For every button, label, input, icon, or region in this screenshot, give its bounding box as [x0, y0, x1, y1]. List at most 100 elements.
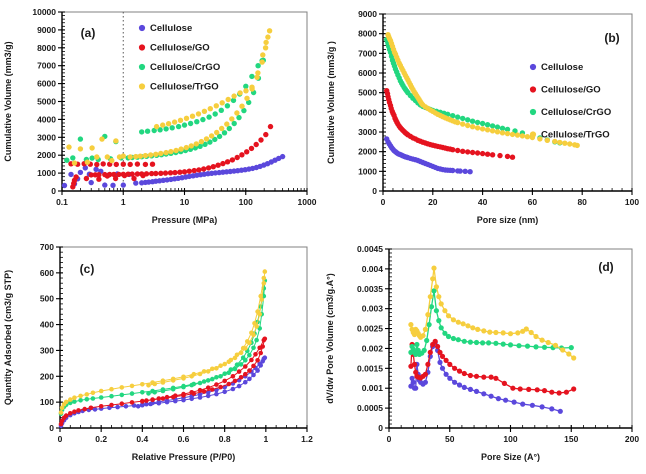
axes-a: 0.1 1 10 100 1000010002000300040005000600070… [32, 7, 316, 207]
svg-text:10: 10 [180, 197, 190, 207]
legend-marker-cellulose [529, 63, 537, 71]
panel-b-pore-size-chart: 0 20 40 60 80 1000100020003000400050006000700… [323, 0, 646, 237]
svg-text:80: 80 [577, 197, 587, 207]
svg-text:500: 500 [40, 294, 54, 304]
svg-text:4000: 4000 [358, 107, 377, 117]
svg-text:Cellulose/GO: Cellulose/GO [541, 85, 601, 96]
panel-c-isotherm-chart: 0 0.2 0.4 0.6 0.8 1 1.2 0 100 200 300 400 500 600 700 (… [0, 237, 323, 474]
svg-text:Pressure (MPa): Pressure (MPa) [152, 215, 218, 225]
svg-text:0.4: 0.4 [136, 434, 148, 444]
panel-label-b: (b) [604, 31, 619, 45]
svg-text:(c): (c) [80, 262, 95, 276]
svg-text:100: 100 [239, 197, 253, 207]
series-cellulose-trgo [408, 265, 577, 361]
svg-text:(d): (d) [598, 260, 613, 274]
svg-text:200: 200 [625, 434, 639, 444]
svg-text:1000: 1000 [298, 197, 317, 207]
svg-text:0: 0 [51, 186, 56, 196]
svg-text:Cellulose/TrGO: Cellulose/TrGO [150, 82, 219, 93]
svg-text:7000: 7000 [37, 61, 56, 71]
svg-text:400: 400 [40, 320, 54, 330]
svg-text:0: 0 [381, 197, 386, 207]
svg-text:5000: 5000 [358, 88, 377, 98]
svg-text:0.0045: 0.0045 [357, 244, 383, 254]
svg-text:Cellulose/TrGO: Cellulose/TrGO [541, 130, 610, 141]
svg-text:Cellulose/CrGO: Cellulose/CrGO [150, 62, 220, 73]
svg-text:Quantity Adsorbed (cm3/g STP): Quantity Adsorbed (cm3/g STP) [3, 270, 13, 405]
svg-text:0.1: 0.1 [56, 197, 68, 207]
svg-text:0: 0 [387, 434, 392, 444]
legend-marker-cellulose-go [529, 86, 537, 93]
x-axis-title-d: Pore Size (A°) [481, 452, 540, 462]
svg-text:0.6: 0.6 [178, 434, 190, 444]
svg-text:5000: 5000 [37, 97, 56, 107]
y-axis-title-d: dV/dw Pore Volume (cm3/g.A°) [325, 273, 335, 403]
legend-marker-cellulose-trgo [138, 83, 146, 90]
panel-label-a: (a) [81, 26, 96, 40]
svg-text:Cellulose/GO: Cellulose/GO [150, 43, 210, 54]
axes-c: 0 0.2 0.4 0.6 0.8 1 1.2 0 100 200 300 400 500 600 700 [40, 242, 313, 444]
svg-text:8000: 8000 [37, 43, 56, 53]
axes-d: 0 50 100 150 200 0 0.0005 0.001 0.0015 0.002 0.002… [357, 244, 639, 444]
svg-text:700: 700 [40, 242, 54, 252]
series-cellulose-trgo-intrusion [127, 28, 273, 160]
svg-text:100: 100 [503, 434, 517, 444]
series-cellulose-go [384, 88, 516, 160]
series-cellulose-go-intrusion [88, 123, 274, 178]
axes-b: 0 20 40 60 80 1000100020003000400050006000700… [358, 9, 639, 207]
svg-text:1: 1 [121, 197, 126, 207]
svg-text:600: 600 [40, 268, 54, 278]
series-cellulose-go [408, 338, 577, 396]
y-axis-title-a: Cumulative Volume (mm3/g) [3, 41, 13, 161]
series-cellulose [384, 136, 473, 175]
svg-text:0.002: 0.002 [362, 343, 384, 353]
svg-text:Cellulose: Cellulose [150, 23, 192, 34]
svg-text:40: 40 [478, 197, 488, 207]
svg-text:(b): (b) [604, 31, 619, 45]
svg-text:0.004: 0.004 [362, 264, 384, 274]
svg-text:20: 20 [428, 197, 438, 207]
legend-marker-cellulose-go [138, 44, 146, 51]
panel-label-c: (c) [80, 262, 95, 276]
svg-text:Cumulative Volume (mm3/g ): Cumulative Volume (mm3/g ) [326, 41, 336, 164]
svg-text:Pore size (nm): Pore size (nm) [477, 215, 539, 225]
svg-text:1: 1 [263, 434, 268, 444]
series-cellulose-trgo-extrusion [153, 39, 269, 130]
svg-text:1000: 1000 [358, 166, 377, 176]
series-cellulose-crgo-adsorption [58, 278, 268, 417]
panel-label-d: (d) [598, 260, 613, 274]
legend-marker-cellulose-crgo [138, 63, 146, 71]
legend-b: Cellulose Cellulose/GO Cellulose/CrGO Cellu… [529, 62, 611, 141]
svg-text:0.8: 0.8 [219, 434, 231, 444]
svg-text:Cellulose/CrGO: Cellulose/CrGO [541, 107, 611, 118]
svg-text:0.0025: 0.0025 [357, 324, 383, 334]
series-cellulose-intrusion [139, 153, 286, 186]
svg-text:0.001: 0.001 [362, 383, 384, 393]
y-axis-title-c: Quantity Adsorbed (cm3/g STP) [3, 270, 13, 405]
x-axis-title-c: Relative Pressure (P/P0) [132, 452, 236, 462]
series-cellulose-go-desorption [140, 337, 267, 404]
svg-text:10000: 10000 [32, 7, 56, 17]
svg-text:6000: 6000 [37, 79, 56, 89]
svg-text:Pore Size (A°): Pore Size (A°) [481, 452, 540, 462]
svg-text:50: 50 [445, 434, 455, 444]
legend-a: Cellulose Cellulose/GO Cellulose/CrGO Cellu… [138, 23, 220, 93]
svg-text:200: 200 [40, 371, 54, 381]
svg-text:6000: 6000 [358, 68, 377, 78]
legend-marker-cellulose-crgo [529, 108, 537, 116]
svg-text:7000: 7000 [358, 48, 377, 58]
svg-text:0: 0 [378, 423, 383, 433]
svg-text:2000: 2000 [37, 150, 56, 160]
panel-a-pressure-chart: 0.1 1 10 100 1000010002000300040005000600070… [0, 0, 323, 237]
svg-text:4000: 4000 [37, 114, 56, 124]
svg-text:0: 0 [372, 186, 377, 196]
series-cellulose-trgo-desorption [146, 275, 267, 388]
svg-text:9000: 9000 [358, 9, 377, 19]
x-axis-title-a: Pressure (MPa) [152, 215, 218, 225]
series-cellulose-trgo-low-pressure-scatter [66, 136, 127, 166]
svg-text:0: 0 [58, 434, 63, 444]
svg-text:0.0005: 0.0005 [357, 403, 383, 413]
svg-text:2000: 2000 [358, 147, 377, 157]
svg-text:1.2: 1.2 [301, 434, 313, 444]
